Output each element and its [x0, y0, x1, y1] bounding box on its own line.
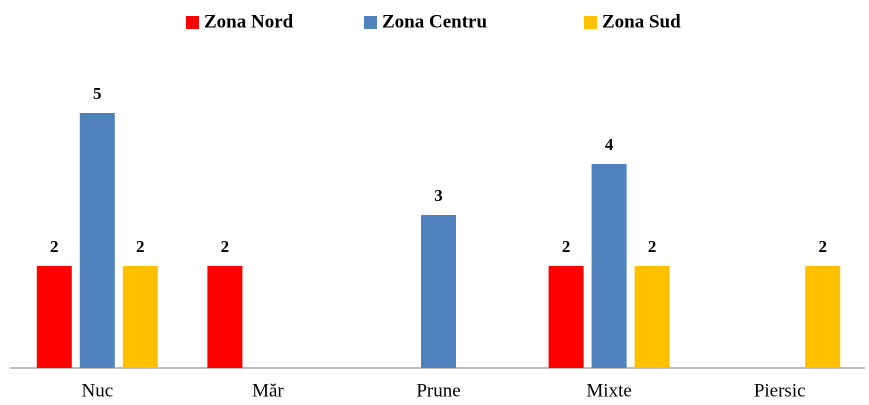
- bar: [79, 113, 115, 368]
- value-label: 2: [562, 237, 571, 256]
- value-label: 2: [50, 237, 59, 256]
- value-label: 4: [605, 135, 614, 154]
- legend-swatch: [584, 16, 597, 29]
- x-tick-label: Piersic: [754, 380, 806, 401]
- value-label: 2: [818, 237, 827, 256]
- value-label: 2: [221, 237, 230, 256]
- value-label: 2: [648, 237, 657, 256]
- value-label: 2: [136, 237, 145, 256]
- bar: [421, 215, 456, 368]
- value-label: 3: [434, 186, 443, 205]
- legend-label: Zona Sud: [602, 11, 681, 32]
- x-tick-label: Măr: [252, 380, 284, 401]
- bar: [122, 266, 158, 368]
- bar: [634, 266, 670, 368]
- bar: [36, 266, 72, 368]
- legend-label: Zona Centru: [382, 11, 487, 32]
- legend-label: Zona Nord: [204, 11, 294, 32]
- x-tick-label: Nuc: [81, 380, 113, 401]
- legend-swatch: [186, 16, 199, 29]
- bar: [805, 266, 841, 368]
- bar: [207, 266, 243, 368]
- bar: [591, 164, 627, 368]
- x-tick-label: Prune: [416, 380, 460, 401]
- bar: [548, 266, 584, 368]
- value-label: 5: [93, 84, 102, 103]
- x-tick-label: Mixte: [586, 380, 631, 401]
- legend-swatch: [364, 16, 377, 29]
